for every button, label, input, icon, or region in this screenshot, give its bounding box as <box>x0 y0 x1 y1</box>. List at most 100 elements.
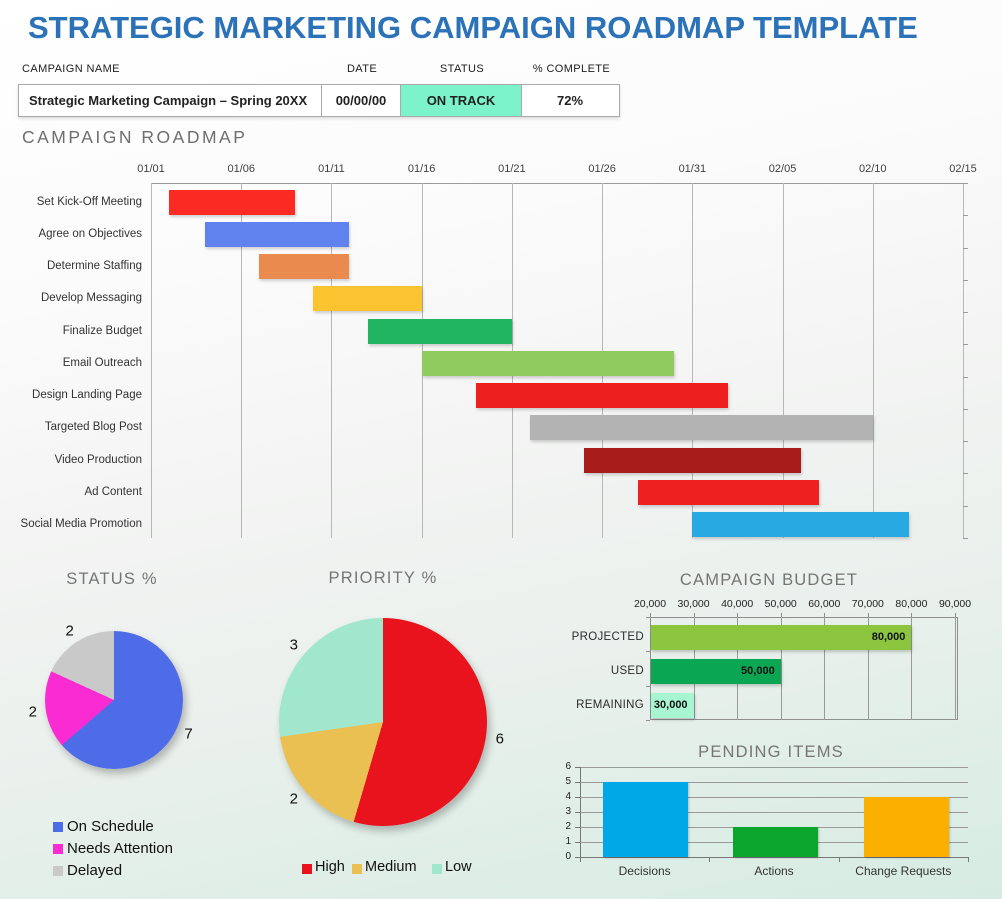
gantt-task-label: Ad Content <box>84 485 142 498</box>
pending-y-axis-line <box>580 767 581 857</box>
summary-table-header: CAMPAIGN NAME DATE STATUS % COMPLETE <box>18 63 620 75</box>
gantt-gridline <box>151 183 152 538</box>
gantt-task-label: Targeted Blog Post <box>44 421 142 434</box>
budget-value-label: 80,000 <box>871 631 906 643</box>
pending-ytick-label: 0 <box>565 851 571 862</box>
summary-table: Strategic Marketing Campaign – Spring 20… <box>18 84 620 117</box>
budget-axis-label: 90,000 <box>938 598 972 610</box>
budget-row-tick <box>646 617 650 618</box>
pending-gridline <box>580 842 968 843</box>
gantt-gridline <box>602 183 604 538</box>
gantt-bar-agree-on-objectives <box>205 221 350 247</box>
budget-tick-stub <box>780 613 782 617</box>
pending-xtick-stub <box>968 857 969 862</box>
header-label-date: DATE <box>346 63 378 75</box>
priority-pie <box>279 618 487 826</box>
budget-tick-stub <box>824 613 826 617</box>
budget-row-label: REMAINING <box>576 699 644 711</box>
gantt-gridline <box>241 183 243 538</box>
budget-gridline <box>693 617 695 720</box>
pie-value-label: 2 <box>65 622 74 640</box>
legend-label-delayed: Delayed <box>67 862 123 879</box>
legend-label-low: Low <box>445 859 472 875</box>
pending-ytick-label: 1 <box>565 836 571 847</box>
budget-bar-remaining <box>651 693 694 718</box>
budget-gridline <box>780 617 782 720</box>
percent-complete-cell[interactable]: 72% <box>556 93 584 108</box>
budget-row-tick <box>646 685 650 687</box>
gantt-right-axis-tick <box>963 441 968 443</box>
budget-axis-label: 50,000 <box>764 598 797 610</box>
budget-gridline <box>824 617 826 720</box>
campaign-name-cell[interactable]: Strategic Marketing Campaign – Spring 20… <box>19 85 322 116</box>
gantt-gridline <box>872 183 874 538</box>
gantt-task-label: Video Production <box>54 453 142 466</box>
gantt-date-label: 01/06 <box>227 163 255 175</box>
pending-gridline <box>580 857 968 858</box>
gantt-bar-develop-messaging <box>313 286 422 312</box>
budget-tick-stub <box>693 613 695 617</box>
date-cell[interactable]: 00/00/00 <box>322 85 401 116</box>
pending-tick-stub <box>575 842 580 843</box>
budget-gridline <box>867 617 869 720</box>
page-title: STRATEGIC MARKETING CAMPAIGN ROADMAP TEM… <box>28 10 918 45</box>
legend-swatch-low <box>432 864 442 874</box>
legend-label-medium: Medium <box>365 859 417 875</box>
gantt-right-axis-tick <box>963 312 968 314</box>
legend-swatch-medium <box>352 864 362 874</box>
pie-value-label: 3 <box>289 636 298 654</box>
pending-ytick-label: 5 <box>565 776 571 787</box>
budget-axis-label: 40,000 <box>721 598 754 610</box>
budget-bar-used <box>651 659 781 684</box>
gantt-task-label: Finalize Budget <box>62 324 142 337</box>
budget-row-label: PROJECTED <box>571 631 644 643</box>
budget-axis-label: 30,000 <box>677 598 710 610</box>
gantt-gridline <box>421 183 423 538</box>
gantt-right-axis-tick <box>963 505 968 507</box>
budget-row-label: USED <box>610 665 644 677</box>
budget-bar-projected <box>651 625 912 650</box>
status-pie <box>45 631 183 769</box>
budget-row-tick <box>646 651 650 653</box>
budget-tick-stub <box>867 613 869 617</box>
pie-value-label: 7 <box>184 725 193 743</box>
pending-chart-title: PENDING ITEMS <box>698 743 844 761</box>
status-cell[interactable]: ON TRACK <box>401 85 522 116</box>
gantt-bar-determine-staffing <box>259 254 350 280</box>
gantt-axis-line <box>151 183 963 184</box>
budget-axis-label: 70,000 <box>851 598 884 610</box>
budget-row-tick <box>646 720 650 721</box>
gantt-task-label: Social Media Promotion <box>20 518 142 531</box>
legend-label-on-schedule: On Schedule <box>67 818 154 835</box>
legend-swatch-delayed <box>53 866 63 876</box>
gantt-date-label: 01/11 <box>318 163 345 175</box>
budget-axis-label: 20,000 <box>633 598 667 610</box>
budget-value-label: 50,000 <box>741 665 775 677</box>
gantt-date-label: 01/16 <box>407 163 436 175</box>
gantt-right-axis-tick <box>963 538 968 539</box>
budget-axis-label: 80,000 <box>895 598 928 610</box>
pending-tick-stub <box>575 782 580 783</box>
pending-ytick-label: 4 <box>565 791 571 802</box>
pending-gridline <box>580 767 968 768</box>
gantt-bar-design-landing-page <box>475 383 729 409</box>
pending-category-label: Actions <box>754 864 794 878</box>
gantt-task-label: Design Landing Page <box>32 389 142 402</box>
pending-tick-stub <box>575 827 580 828</box>
pending-xtick-stub <box>709 857 711 862</box>
gantt-gridline <box>963 183 964 538</box>
pending-xtick-stub <box>838 857 840 862</box>
pending-gridline <box>580 812 968 813</box>
legend-swatch-needs-attention <box>53 844 63 854</box>
gantt-date-label: 02/05 <box>768 163 797 175</box>
budget-tick-stub <box>955 613 956 617</box>
budget-tick-stub <box>737 613 739 617</box>
budget-chart-title: CAMPAIGN BUDGET <box>679 571 859 589</box>
pending-gridline <box>580 827 968 828</box>
pending-bar-change-requests <box>864 797 949 857</box>
gantt-bar-social-media-promotion <box>692 512 909 538</box>
gantt-date-label: 01/21 <box>498 163 526 175</box>
gantt-right-axis-tick <box>963 376 968 378</box>
gantt-right-axis-tick <box>963 473 968 475</box>
gantt-date-label: 01/31 <box>678 163 707 175</box>
